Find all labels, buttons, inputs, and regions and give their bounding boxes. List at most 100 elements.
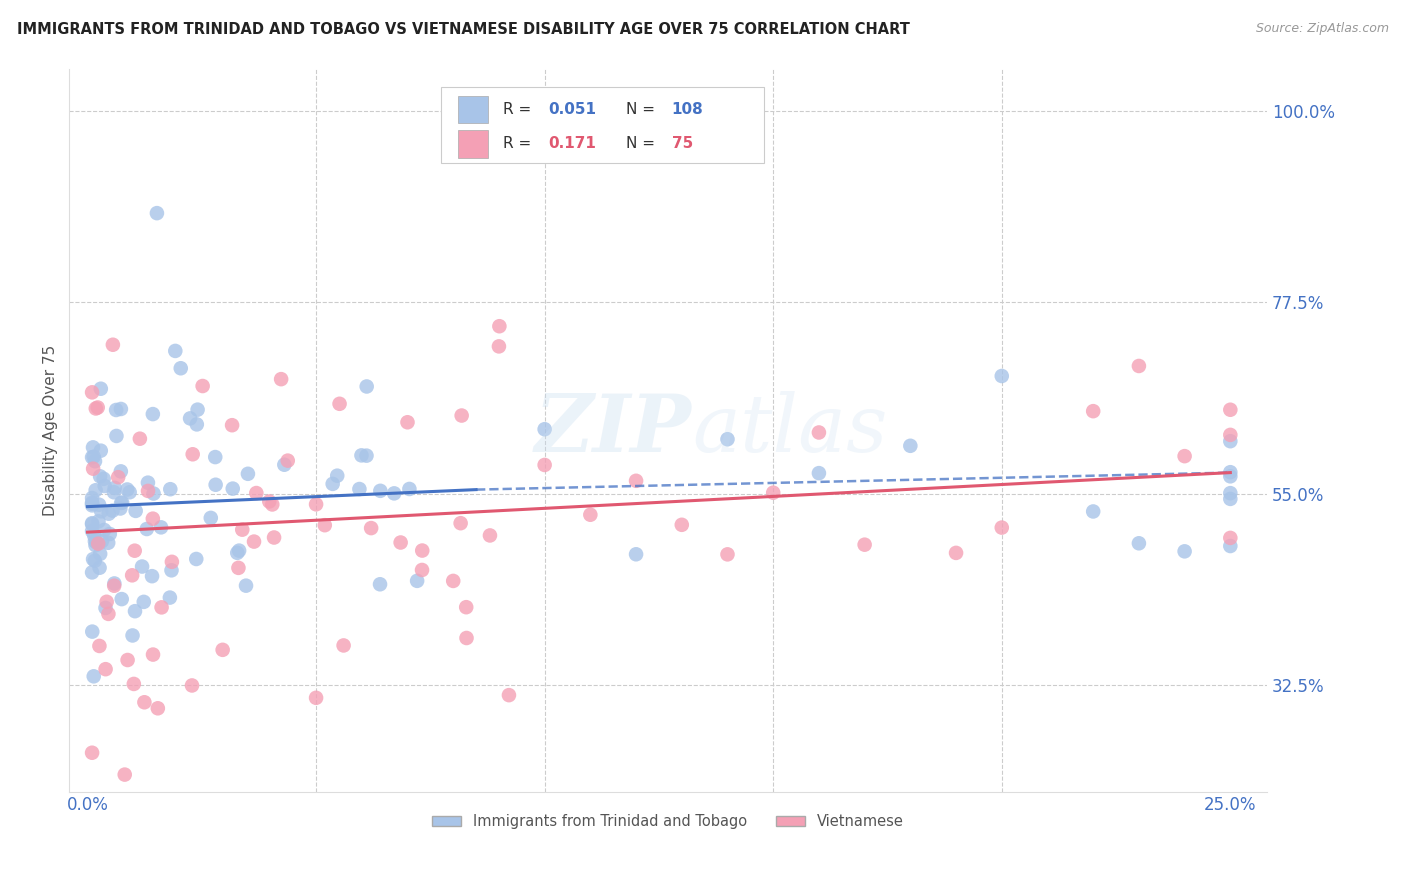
Point: [1219, 465, 1241, 479]
Point: [80, 491, 103, 505]
FancyBboxPatch shape: [458, 130, 488, 158]
Point: [87, 498, 110, 512]
Point: [1174, 449, 1197, 463]
Point: [90, 443, 112, 458]
Point: [103, 485, 125, 500]
Point: [89, 547, 111, 561]
Point: [89, 560, 111, 574]
Point: [97, 607, 120, 621]
Point: [80, 524, 103, 538]
Point: [204, 450, 226, 464]
Text: R =: R =: [503, 102, 536, 117]
Point: [228, 561, 250, 575]
Point: [93, 523, 115, 537]
Point: [115, 483, 138, 497]
Point: [181, 447, 204, 461]
Point: [456, 600, 478, 615]
Point: [945, 546, 967, 560]
Point: [191, 379, 214, 393]
Point: [370, 483, 392, 498]
Point: [159, 591, 181, 605]
Point: [80, 566, 103, 580]
Point: [131, 559, 153, 574]
FancyBboxPatch shape: [440, 87, 763, 162]
Point: [87, 515, 110, 529]
Point: [124, 504, 146, 518]
Point: [226, 546, 249, 560]
Point: [136, 475, 159, 490]
Point: [103, 579, 125, 593]
Point: [332, 639, 354, 653]
Point: [94, 662, 117, 676]
Point: [111, 592, 134, 607]
Point: [82, 441, 104, 455]
Point: [80, 499, 103, 513]
Point: [94, 601, 117, 615]
Point: [80, 385, 103, 400]
Point: [456, 631, 478, 645]
Point: [98, 527, 121, 541]
Point: [990, 369, 1012, 384]
Point: [122, 677, 145, 691]
Point: [159, 482, 181, 496]
Point: [411, 543, 433, 558]
Point: [898, 439, 921, 453]
Point: [716, 432, 738, 446]
Point: [360, 521, 382, 535]
Point: [90, 382, 112, 396]
Point: [83, 529, 105, 543]
Text: 108: 108: [672, 102, 703, 117]
Point: [105, 403, 128, 417]
FancyBboxPatch shape: [458, 95, 488, 123]
Point: [1083, 504, 1105, 518]
Point: [1219, 469, 1241, 483]
Point: [96, 595, 118, 609]
Point: [498, 688, 520, 702]
Point: [142, 407, 165, 421]
Point: [579, 508, 602, 522]
Point: [305, 497, 328, 511]
Point: [222, 482, 245, 496]
Point: [350, 449, 373, 463]
Point: [186, 552, 208, 566]
Text: Source: ZipAtlas.com: Source: ZipAtlas.com: [1256, 22, 1389, 36]
Point: [121, 568, 143, 582]
Point: [82, 461, 104, 475]
Point: [450, 409, 472, 423]
Point: [142, 511, 165, 525]
Text: N =: N =: [626, 102, 659, 117]
Point: [93, 472, 115, 486]
Point: [146, 701, 169, 715]
Text: atlas: atlas: [692, 392, 887, 469]
Point: [231, 523, 253, 537]
Point: [90, 504, 112, 518]
Point: [259, 494, 281, 508]
Point: [1219, 539, 1241, 553]
Point: [204, 477, 226, 491]
Point: [170, 361, 193, 376]
Point: [624, 547, 647, 561]
Point: [1219, 491, 1241, 506]
Point: [349, 482, 371, 496]
Point: [150, 600, 173, 615]
Point: [135, 522, 157, 536]
Point: [136, 483, 159, 498]
Point: [716, 547, 738, 561]
Point: [146, 206, 169, 220]
Text: R =: R =: [503, 136, 536, 152]
Text: 75: 75: [672, 136, 693, 152]
Point: [84, 401, 107, 416]
Point: [114, 767, 136, 781]
Point: [110, 401, 132, 416]
Point: [382, 486, 405, 500]
Point: [273, 458, 295, 472]
Point: [326, 468, 349, 483]
Point: [1128, 536, 1150, 550]
Point: [111, 495, 134, 509]
Point: [181, 678, 204, 692]
Point: [1219, 486, 1241, 500]
Point: [84, 454, 107, 468]
Point: [97, 535, 120, 549]
Point: [1219, 434, 1241, 449]
Point: [305, 690, 328, 705]
